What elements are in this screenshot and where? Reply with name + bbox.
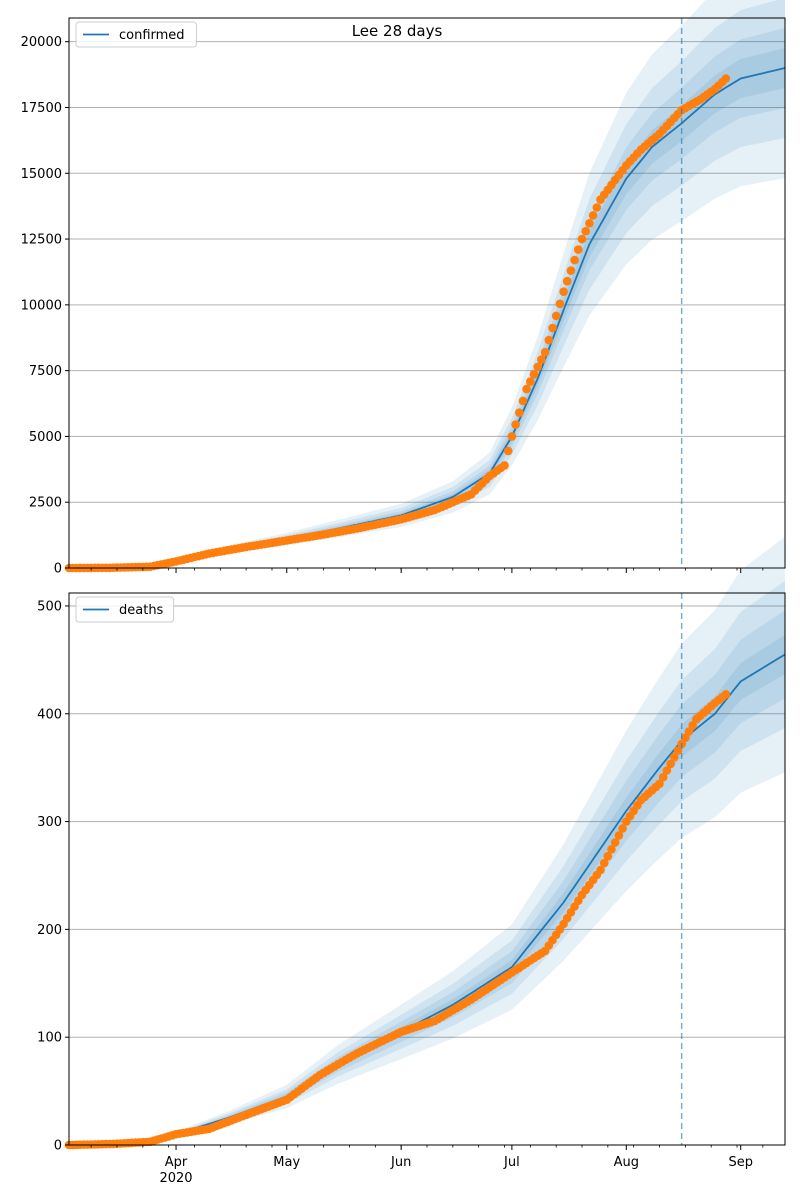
observed-point [533,362,542,372]
observed-point [544,335,554,345]
observed-point [503,446,513,456]
y-tick-label: 7500 [29,364,62,379]
observed-point [551,311,561,321]
observed-point [596,865,605,875]
observed-point [529,370,539,379]
observed-point [599,858,609,868]
observed-point [658,772,668,782]
observed-point [548,323,557,333]
observed-point [721,690,731,699]
observed-point [500,461,509,470]
y-tick-label: 20000 [21,35,62,50]
y-tick-label: 5000 [29,430,62,445]
observed-point [614,831,624,840]
observed-point [610,838,620,847]
uncertainty-band-2 [69,580,785,1145]
legend-label: deaths [119,603,164,618]
observed-point [684,727,694,736]
x-tick-label: May [273,1155,300,1170]
observed-point [592,203,602,212]
observed-point [681,733,690,742]
y-tick-label: 0 [54,562,62,577]
observed-point [540,347,550,357]
x-tick-label: Aug [614,1155,639,1170]
observed-point [518,396,528,406]
observed-point [585,219,594,228]
y-tick-label: 12500 [21,233,62,248]
observed-point [522,384,531,394]
x-tick-sublabel: 2020 [159,1171,192,1186]
observed-point [721,74,731,83]
uncertainty-band-4 [69,48,785,568]
observed-point [588,211,598,220]
observed-point [555,299,565,309]
observed-point [607,845,616,854]
y-tick-label: 17500 [21,101,62,116]
y-tick-label: 100 [37,1031,62,1046]
uncertainty-band-1 [69,536,785,1145]
y-tick-label: 10000 [21,298,62,313]
y-tick-label: 300 [37,815,62,830]
observed-point [666,759,675,769]
y-tick-label: 2500 [29,496,62,511]
observed-point [577,234,587,244]
observed-point [618,824,627,833]
confirmed-panel: 0 2500 5000 7500 10000 12500 15000 17500 20000 co… [21,0,786,577]
y-tick-label: 200 [37,923,62,938]
observed-point [603,851,613,861]
observed-point [570,255,579,265]
y-tick-label: 400 [37,707,62,722]
uncertainty-band-2 [69,0,785,568]
observed-point [581,226,590,236]
x-tick-label: Sep [728,1155,753,1170]
x-tick-label: Apr [165,1155,188,1170]
y-tick-label: 15000 [21,167,62,182]
observed-point [673,746,683,755]
observed-point [511,420,520,429]
legend-box [75,21,197,48]
observed-point [566,266,576,275]
observed-point [515,408,524,418]
observed-point [688,721,697,730]
legend-label: confirmed [119,28,185,43]
x-tick-label: Jul [503,1155,520,1170]
observed-point [526,377,535,387]
observed-point [559,287,568,297]
uncertainty-band-3 [69,28,785,568]
y-tick-label: 500 [37,599,62,614]
observed-point [562,276,572,286]
observed-point [507,432,517,441]
x-tick-label: Jun [390,1155,411,1170]
chart-title: Lee 28 days [352,22,443,40]
observed-point [574,245,583,254]
observed-point [537,355,546,364]
y-tick-label: 0 [54,1139,62,1154]
uncertainty-band-1 [69,0,785,568]
observed-point [662,766,672,775]
observed-point [670,752,679,762]
observed-point [655,779,664,789]
legend-box [75,596,175,623]
